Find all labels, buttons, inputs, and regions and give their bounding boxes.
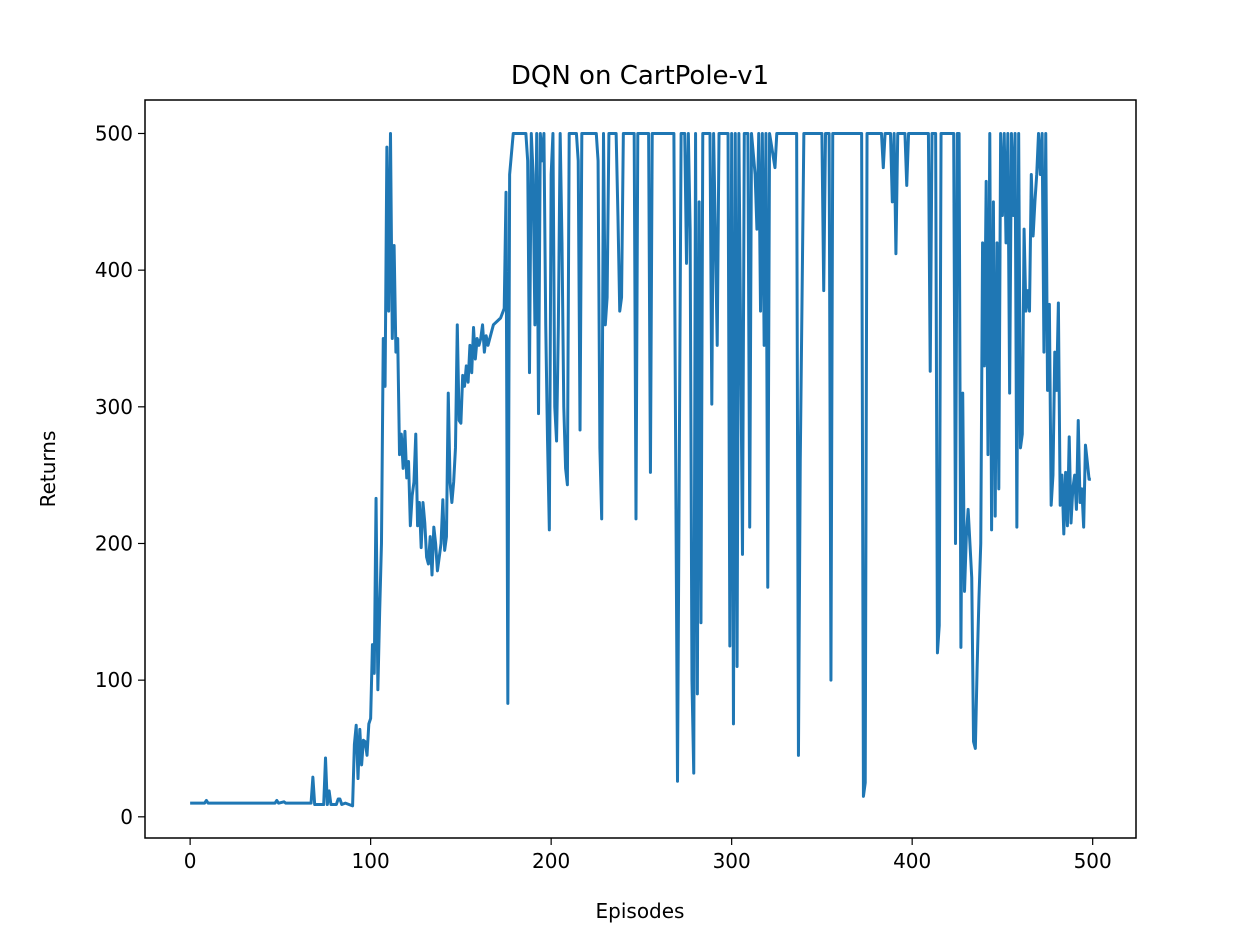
y-tick-label: 0: [120, 805, 133, 829]
chart-title: DQN on CartPole-v1: [511, 61, 769, 91]
y-tick-label: 100: [95, 668, 133, 692]
x-tick-label: 0: [184, 849, 197, 873]
y-tick-label: 300: [95, 395, 133, 419]
y-tick-label: 500: [95, 121, 133, 145]
y-axis-label: Returns: [36, 431, 60, 508]
y-tick-label: 200: [95, 531, 133, 555]
x-tick-label: 400: [893, 849, 931, 873]
x-tick-label: 100: [352, 849, 390, 873]
y-tick-label: 400: [95, 258, 133, 282]
x-axis-label: Episodes: [596, 899, 685, 923]
plot-frame: [144, 99, 1137, 839]
x-tick-label: 500: [1074, 849, 1112, 873]
data-line: [190, 131, 1091, 808]
x-tick-label: 300: [713, 849, 751, 873]
x-tick-label: 200: [532, 849, 570, 873]
